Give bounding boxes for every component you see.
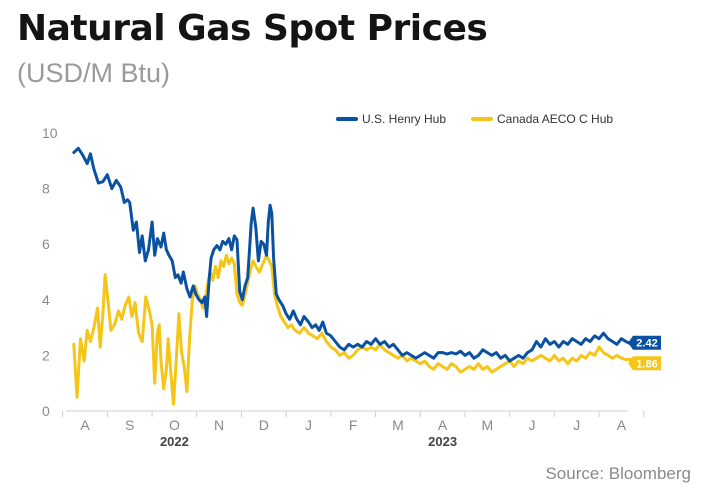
- chart-title: Natural Gas Spot Prices: [17, 8, 488, 49]
- x-tick-label: D: [259, 417, 269, 433]
- y-tick-label: 0: [42, 403, 50, 419]
- series-lines: [72, 146, 632, 406]
- x-tick-label: S: [125, 417, 134, 433]
- legend-label: Canada AECO C Hub: [497, 112, 613, 126]
- y-tick-label: 4: [42, 292, 50, 308]
- y-tick-label: 8: [42, 181, 50, 197]
- end-value-labels: 2.42 1.86: [628, 335, 661, 371]
- end-label-text: 2.42: [636, 338, 657, 350]
- x-tick-label: J: [305, 417, 312, 433]
- end-label-henry: 2.42: [628, 335, 661, 350]
- series-line-henry: [72, 146, 632, 363]
- year-label: 2022: [160, 434, 189, 449]
- legend: U.S. Henry Hub Canada AECO C Hub: [336, 112, 613, 126]
- chart-subtitle: (USD/M Btu): [17, 58, 171, 88]
- x-tick-label: A: [438, 417, 448, 433]
- x-tick-label: A: [617, 417, 627, 433]
- y-tick-label: 10: [42, 125, 58, 141]
- y-axis: 0 2 4 6 8 10: [42, 125, 58, 419]
- end-label-text: 1.86: [636, 358, 657, 370]
- legend-item-henry: U.S. Henry Hub: [336, 112, 446, 126]
- legend-item-aeco: Canada AECO C Hub: [471, 112, 613, 126]
- x-tick-label: N: [214, 417, 224, 433]
- x-tick-label: F: [349, 417, 358, 433]
- end-label-aeco: 1.86: [628, 356, 661, 371]
- y-tick-label: 6: [42, 236, 50, 252]
- end-label-bg: [628, 356, 661, 371]
- source-note: Source: Bloomberg: [545, 464, 691, 483]
- x-tick-label: O: [169, 417, 180, 433]
- end-label-bg: [628, 335, 661, 350]
- x-tick-label: J: [529, 417, 536, 433]
- x-tick-label: A: [80, 417, 90, 433]
- x-axis: A S O N D J F M A M J J A 2022 2023: [62, 410, 645, 449]
- x-tick-label: M: [481, 417, 493, 433]
- x-tick-label: J: [573, 417, 580, 433]
- x-tick-label: M: [392, 417, 404, 433]
- legend-label: U.S. Henry Hub: [362, 112, 446, 126]
- series-line-aeco: [72, 253, 632, 406]
- year-label: 2023: [428, 434, 457, 449]
- y-tick-label: 2: [42, 347, 50, 363]
